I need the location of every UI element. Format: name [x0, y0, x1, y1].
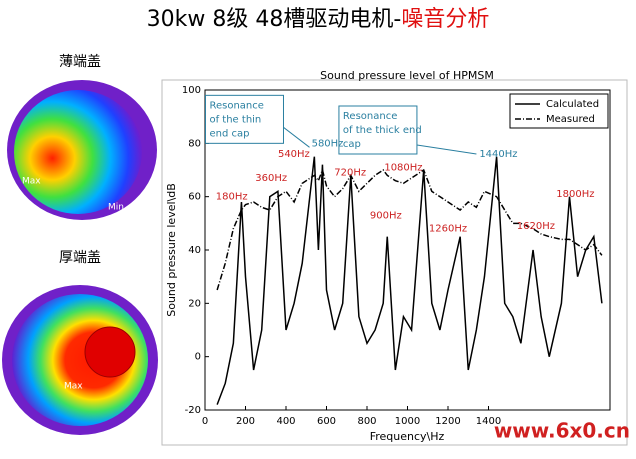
callout-text: end cap	[209, 128, 249, 139]
legend-label: Calculated	[546, 99, 599, 110]
callout-box	[338, 105, 418, 155]
title-highlight: 噪音分析	[401, 7, 489, 32]
end-cap-thin	[14, 90, 142, 214]
watermark: www.6x0.cn	[494, 419, 630, 443]
frequency-annotation: 360Hz	[255, 173, 287, 184]
x-tick-label: 800	[357, 416, 376, 427]
frequency-annotation: 900Hz	[370, 210, 402, 221]
callout-text: cap	[343, 139, 361, 150]
callout-box	[204, 94, 284, 144]
image-label: 薄端盖	[59, 54, 101, 70]
legend	[509, 93, 609, 129]
callout-text: of the thin	[209, 114, 261, 125]
frequency-annotation: 1440Hz	[479, 149, 517, 160]
frequency-annotation: 1260Hz	[429, 224, 467, 235]
end-cap-hub	[84, 326, 136, 378]
legend-label: Measured	[546, 114, 595, 125]
frequency-annotation: 1800Hz	[556, 189, 594, 200]
y-tick-label: 80	[188, 138, 201, 149]
y-tick-label: 20	[188, 298, 201, 309]
frequency-annotation: 540Hz	[278, 149, 310, 160]
x-tick-label: 0	[202, 416, 208, 427]
callout-text: Resonance	[209, 100, 263, 111]
frequency-annotation: 180Hz	[216, 192, 248, 203]
x-tick-label: 1000	[395, 416, 420, 427]
min-label: Min	[108, 203, 124, 213]
y-tick-label: 60	[188, 192, 201, 203]
frequency-annotation: 580Hz	[312, 138, 344, 149]
y-axis-label: Sound pressure level\dB	[165, 183, 178, 317]
max-label: Max	[64, 382, 83, 392]
y-tick-label: -20	[185, 405, 201, 416]
x-tick-label: 1200	[435, 416, 460, 427]
title-text: 30kw 8级 48槽驱动电机-	[147, 7, 402, 32]
y-tick-label: 40	[188, 245, 201, 256]
slide-title: 30kw 8级 48槽驱动电机-噪音分析	[147, 7, 490, 32]
callout-text: of the thick end	[343, 125, 422, 136]
data-line	[216, 156, 603, 405]
callout-text: Resonance	[343, 111, 397, 122]
x-tick-label: 400	[276, 416, 295, 427]
x-tick-label: 1400	[476, 416, 501, 427]
frequency-annotation: 1080Hz	[384, 162, 422, 173]
x-tick-label: 600	[317, 416, 336, 427]
frequency-annotation: 720Hz	[334, 168, 366, 179]
arrow	[283, 126, 310, 148]
min-label: Min	[12, 421, 28, 431]
y-tick-label: 100	[182, 85, 201, 96]
image-label: 厚端盖	[59, 250, 101, 266]
x-tick-label: 200	[236, 416, 255, 427]
chart-title: Sound pressure level of HPMSM	[320, 69, 494, 82]
x-axis-label: Frequency\Hz	[370, 430, 445, 443]
frequency-annotation: 1620Hz	[517, 221, 555, 232]
y-tick-label: 0	[195, 352, 201, 363]
arrow	[416, 144, 477, 155]
data-line	[216, 167, 603, 291]
max-label: Max	[22, 177, 41, 187]
